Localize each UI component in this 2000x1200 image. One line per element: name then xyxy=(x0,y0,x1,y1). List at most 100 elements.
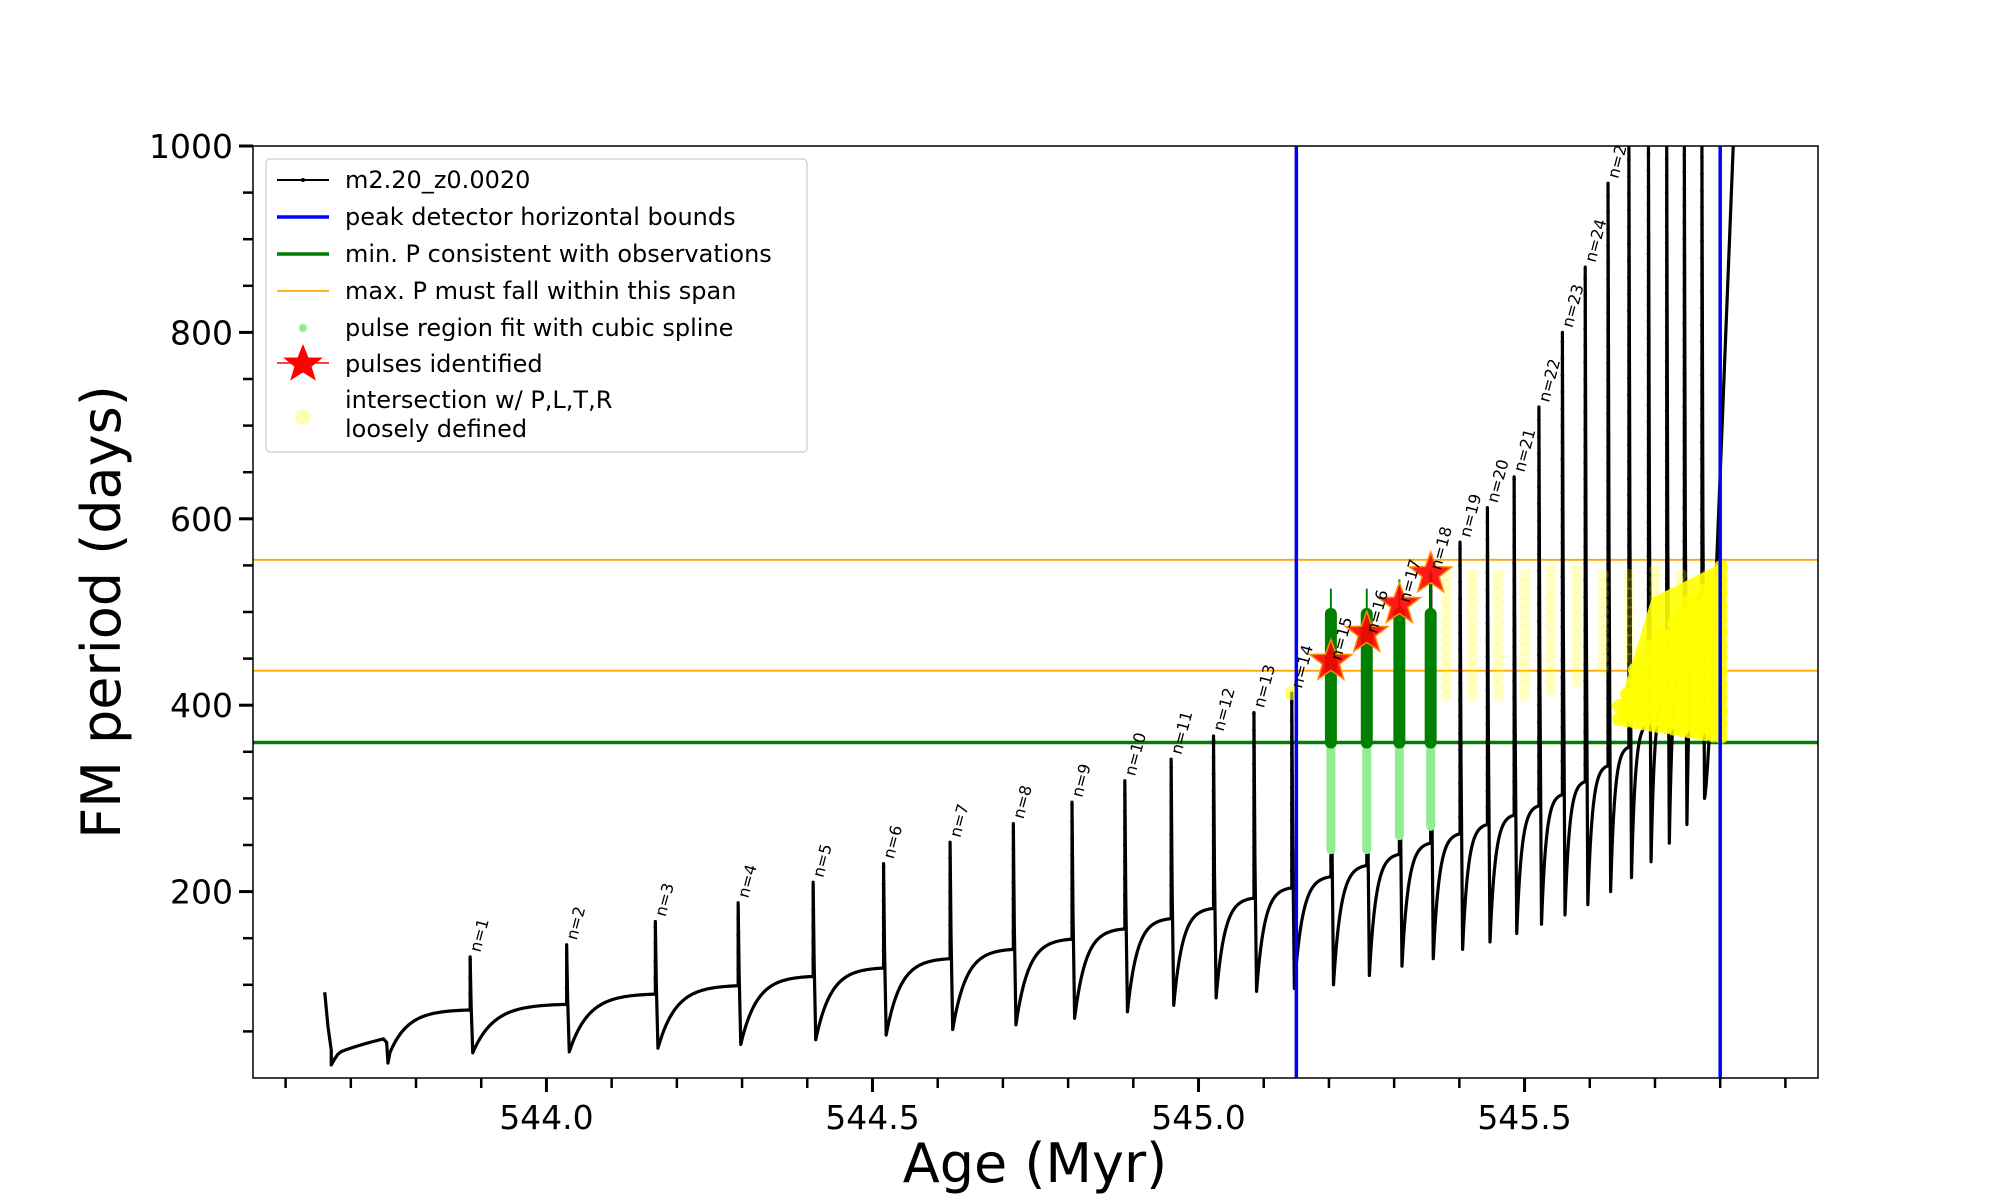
model-point xyxy=(1560,457,1565,461)
model-point xyxy=(1123,792,1127,797)
model-point xyxy=(1700,339,1704,344)
y-tick-label: 200 xyxy=(170,873,233,912)
legend-label-min-period: min. P consistent with observations xyxy=(345,240,772,268)
model-point xyxy=(948,889,952,894)
intersection-point xyxy=(1570,647,1583,660)
model-point xyxy=(1606,612,1610,617)
model-point xyxy=(1011,930,1016,935)
model-point xyxy=(1169,866,1173,871)
model-point xyxy=(1458,815,1462,819)
model-point xyxy=(881,915,886,920)
model-point xyxy=(881,932,886,937)
model-point xyxy=(1537,770,1541,775)
model-point xyxy=(1664,459,1669,463)
intersection-point xyxy=(1544,675,1557,688)
model-point xyxy=(1011,863,1016,868)
model-point xyxy=(1627,728,1631,733)
model-point xyxy=(1627,745,1631,749)
model-point xyxy=(1252,745,1256,749)
intersection-point xyxy=(1518,578,1531,591)
model-point xyxy=(1664,442,1669,447)
intersection-point xyxy=(1544,573,1557,586)
model-point xyxy=(1485,705,1490,709)
model-point xyxy=(1011,880,1016,885)
intersection-point xyxy=(1570,582,1583,595)
model-point xyxy=(1646,420,1651,424)
model-point xyxy=(1606,277,1610,282)
pulse-label: n=13 xyxy=(1249,662,1279,709)
x-axis-ticks: 544.0 544.5 545.0 545.5 xyxy=(284,1078,1787,1137)
model-point xyxy=(1646,269,1651,273)
model-point xyxy=(1169,782,1173,787)
model-point xyxy=(1682,572,1687,577)
model-point xyxy=(1583,662,1588,666)
model-point xyxy=(1606,730,1610,735)
model-point xyxy=(1211,906,1216,911)
intersection-point xyxy=(1596,578,1609,591)
model-point xyxy=(1512,679,1516,683)
pulse-label: n=22 xyxy=(1534,357,1564,404)
model-point xyxy=(1606,680,1610,684)
model-point xyxy=(1682,421,1687,426)
intersection-point xyxy=(1440,596,1453,609)
model-point xyxy=(1485,671,1490,676)
pulse-label: n=9 xyxy=(1068,762,1095,800)
model-point xyxy=(1583,410,1588,415)
model-point xyxy=(1646,352,1651,357)
model-point xyxy=(1682,489,1687,493)
pulse-label: n=8 xyxy=(1009,783,1036,821)
model-point xyxy=(1627,443,1631,447)
model-point xyxy=(1606,210,1610,214)
model-point xyxy=(468,974,472,979)
model-point xyxy=(1700,407,1704,411)
model-point xyxy=(1627,627,1631,632)
model-point xyxy=(1664,358,1669,363)
model-point xyxy=(1123,927,1127,931)
model-point xyxy=(1700,541,1704,545)
model-point xyxy=(1512,796,1516,801)
model-point xyxy=(1700,256,1704,260)
model-point xyxy=(1070,937,1074,941)
model-point xyxy=(1458,781,1462,786)
model-point xyxy=(1627,611,1631,615)
model-point xyxy=(1700,524,1704,529)
model-point xyxy=(1606,495,1610,500)
model-point xyxy=(1646,453,1651,458)
model-point xyxy=(1664,325,1669,329)
model-point xyxy=(1512,477,1516,482)
model-point xyxy=(1664,375,1669,379)
model-point xyxy=(1606,294,1610,298)
model-point xyxy=(1583,477,1588,482)
intersection-point xyxy=(1622,624,1635,637)
model-point xyxy=(1700,222,1704,227)
model-point xyxy=(948,940,952,944)
model-point xyxy=(1646,520,1651,525)
model-point xyxy=(1560,759,1565,763)
model-point xyxy=(1537,720,1541,724)
model-point xyxy=(1583,763,1588,767)
model-point xyxy=(1011,914,1016,918)
pulse-label: n=4 xyxy=(734,862,761,900)
intersection-point xyxy=(1570,619,1583,632)
model-point xyxy=(1606,193,1610,198)
model-point xyxy=(1512,662,1516,666)
model-point xyxy=(1664,174,1669,178)
y-tick-label: 1000 xyxy=(149,127,233,166)
intersection-point xyxy=(1518,671,1531,684)
model-point xyxy=(1485,537,1490,542)
intersection-point xyxy=(1596,615,1609,628)
intersection-point xyxy=(1492,624,1505,637)
model-point xyxy=(1627,493,1631,498)
model-point xyxy=(736,983,740,988)
intersection-point xyxy=(1570,573,1583,586)
intersection-point xyxy=(1570,629,1583,642)
model-point xyxy=(1646,403,1651,407)
intersection-point xyxy=(1466,606,1479,618)
model-point xyxy=(1646,503,1651,508)
model-point xyxy=(1537,485,1541,489)
legend-entry-intersection: intersection w/ P,L,T,R loosely defined xyxy=(295,386,612,443)
intersection-point xyxy=(1518,652,1531,665)
model-point xyxy=(1011,846,1016,851)
model-point xyxy=(1583,679,1588,683)
model-point xyxy=(1070,853,1074,858)
